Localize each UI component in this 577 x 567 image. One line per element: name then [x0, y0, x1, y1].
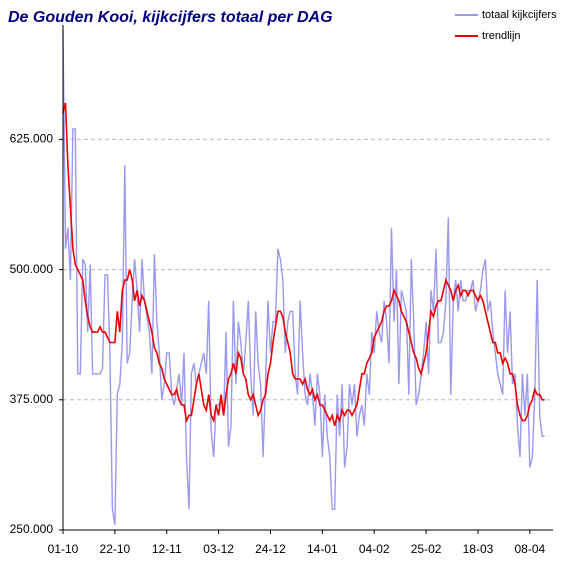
x-tick-label: 01-10	[48, 542, 79, 556]
x-tick-label: 08-04	[514, 542, 545, 556]
legend-label: trendlijn	[482, 30, 521, 42]
y-tick-label: 625.000	[10, 132, 54, 146]
series-line	[62, 29, 545, 525]
chart-title: De Gouden Kooi, kijkcijfers totaal per D…	[8, 9, 333, 26]
x-tick-label: 18-03	[463, 542, 494, 556]
legend: totaal kijkcijfers trendlijn	[455, 9, 557, 42]
y-tick-label: 500.000	[10, 262, 54, 276]
x-tick-label: 24-12	[255, 542, 286, 556]
series-line	[62, 102, 545, 426]
x-tick-label: 12-11	[152, 542, 182, 556]
x-tick-label: 04-02	[359, 542, 390, 556]
x-tick-label: 03-12	[203, 542, 234, 556]
x-tick-label: 25-02	[411, 542, 442, 556]
x-tick-label: 22-10	[100, 542, 131, 556]
y-tick-label: 375.000	[10, 392, 54, 406]
x-tick-label: 14-01	[307, 542, 338, 556]
legend-label: totaal kijkcijfers	[482, 9, 557, 21]
y-tick-label: 250.000	[10, 522, 54, 536]
